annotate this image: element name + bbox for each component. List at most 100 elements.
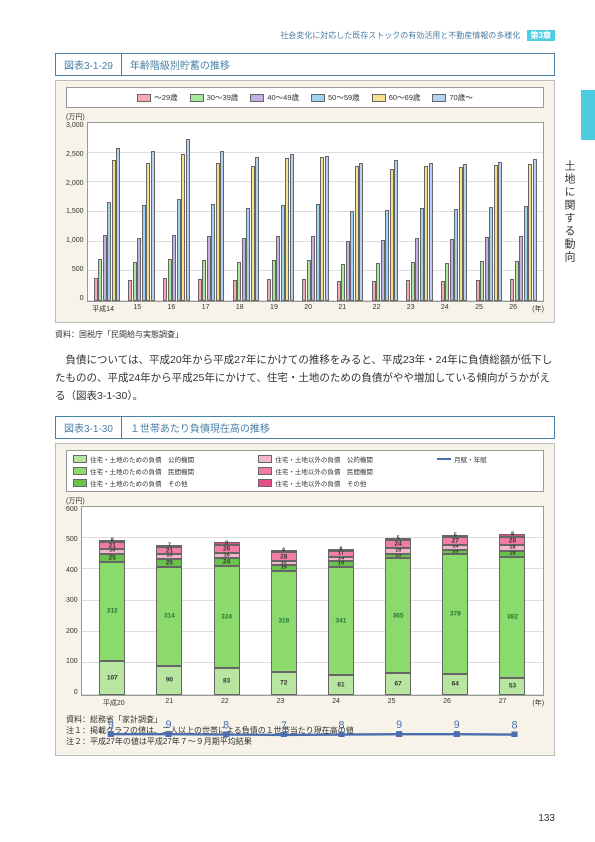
stack-segment: 341 xyxy=(328,567,354,675)
stack-segment: 365 xyxy=(385,558,411,674)
stack-segment: 5 xyxy=(385,538,411,540)
bar xyxy=(524,206,528,301)
bar xyxy=(420,208,424,301)
bar xyxy=(498,162,502,301)
bar xyxy=(381,240,385,301)
bar xyxy=(255,157,259,301)
stack-segment: 15 xyxy=(442,550,468,555)
bar xyxy=(107,202,111,301)
year-group xyxy=(90,148,125,301)
bar xyxy=(411,262,415,301)
figure-number: 図表3-1-29 xyxy=(56,54,122,75)
stack-segment: 7 xyxy=(156,545,182,547)
stack-segment: 312 xyxy=(99,562,125,661)
stack-segment: 18 xyxy=(499,545,525,551)
plot-area xyxy=(87,122,544,302)
bar xyxy=(311,236,315,301)
bar xyxy=(528,164,532,301)
bar xyxy=(246,208,250,301)
year-group xyxy=(367,160,402,301)
stack-segment: 379 xyxy=(442,554,468,674)
stacked-group: 673651318245 xyxy=(370,538,427,694)
bar xyxy=(489,207,493,301)
bar xyxy=(302,279,306,301)
stack-segment: 6 xyxy=(271,550,297,552)
bar xyxy=(355,166,359,301)
source-1: 資料：国税庁「民間給与実態調査」 xyxy=(55,329,555,340)
stack-segment: 12 xyxy=(271,561,297,565)
year-group xyxy=(506,159,541,301)
stack-segment: 61 xyxy=(328,675,354,694)
legend-item xyxy=(437,478,537,488)
stack-segment: 15 xyxy=(156,554,182,559)
bar xyxy=(390,169,394,301)
header-text: 社会変化に対応した既存ストックの有効活用と不動産情報の多様化 xyxy=(280,31,520,40)
bar xyxy=(172,235,176,301)
bar xyxy=(163,278,167,301)
stacked-group: 533821818288 xyxy=(484,534,541,695)
chapter-badge: 第3章 xyxy=(527,30,555,41)
bar xyxy=(116,148,120,301)
chart-2-legend: 住宅・土地のための負債 公的機関住宅・土地以外の負債 公的機関月賦・年賦住宅・土… xyxy=(66,450,544,492)
bar xyxy=(181,154,185,301)
bar xyxy=(450,239,454,301)
bar xyxy=(359,163,363,301)
figure-number: 図表3-1-30 xyxy=(56,417,122,438)
bar xyxy=(220,151,224,301)
y-axis: 6005004003002001000 xyxy=(66,506,81,696)
note-1: 注１：掲載グラフの値は、二人以上の世帯による負債の１世帯当たり現在高の値 xyxy=(66,725,544,736)
bar xyxy=(216,163,220,301)
bar xyxy=(281,205,285,301)
bar xyxy=(372,281,376,301)
bar xyxy=(94,278,98,301)
chart-2-panel: 住宅・土地のための負債 公的機関住宅・土地以外の負債 公的機関月賦・年賦住宅・土… xyxy=(55,443,555,756)
stack-segment: 16 xyxy=(99,549,125,554)
bar xyxy=(251,166,255,301)
bar xyxy=(424,166,428,301)
stacked-group: 723181912286 xyxy=(255,550,312,694)
bar xyxy=(459,167,463,301)
stacked-group: 613411914178 xyxy=(312,549,369,695)
stack-segment: 19 xyxy=(271,565,297,571)
bar xyxy=(142,205,146,301)
legend-item xyxy=(437,466,537,476)
bar xyxy=(242,238,246,301)
bar xyxy=(337,281,341,301)
y-axis: 3,0002,5002,0001,5001,0005000 xyxy=(66,122,87,302)
bar xyxy=(341,264,345,301)
stack-segment: 314 xyxy=(156,567,182,666)
bar xyxy=(385,210,389,301)
chart-1-legend: 〜29歳30〜39歳40〜49歳50〜59歳60〜69歳70歳〜 xyxy=(66,87,544,108)
year-group xyxy=(472,162,507,301)
stacked-group: 903142515217 xyxy=(141,545,198,694)
y-unit: (万円) xyxy=(66,496,544,506)
stack-segment: 14 xyxy=(442,545,468,549)
bar xyxy=(307,260,311,301)
bar xyxy=(441,281,445,301)
stack-segment: 25 xyxy=(99,554,125,562)
legend-item: 住宅・土地以外の負債 公的機関 xyxy=(258,454,423,464)
note-2: 注２：平成27年の値は平成27年７〜９月期平均結果 xyxy=(66,736,544,747)
bar xyxy=(415,238,419,301)
side-tab xyxy=(581,90,595,140)
source-2: 資料：総務省「家計調査」 xyxy=(66,714,544,725)
bars xyxy=(88,123,543,301)
stack-segment: 14 xyxy=(328,557,354,561)
bar xyxy=(510,279,514,301)
year-group xyxy=(333,163,368,301)
stack-segment: 324 xyxy=(214,566,240,669)
bar xyxy=(276,236,280,301)
bar xyxy=(350,211,354,301)
bar xyxy=(202,260,206,301)
year-group xyxy=(228,157,263,301)
figure-2-title: 図表3-1-30 １世帯あたり負債現在高の推移 xyxy=(55,416,555,439)
bar xyxy=(376,263,380,301)
legend-item: 住宅・土地以外の負債 その他 xyxy=(258,478,423,488)
bar xyxy=(233,280,237,301)
bar xyxy=(177,199,181,301)
bar xyxy=(128,280,132,301)
bar xyxy=(186,139,190,301)
stack-segment: 8 xyxy=(328,549,354,552)
year-group xyxy=(298,156,333,301)
bar xyxy=(346,241,350,301)
